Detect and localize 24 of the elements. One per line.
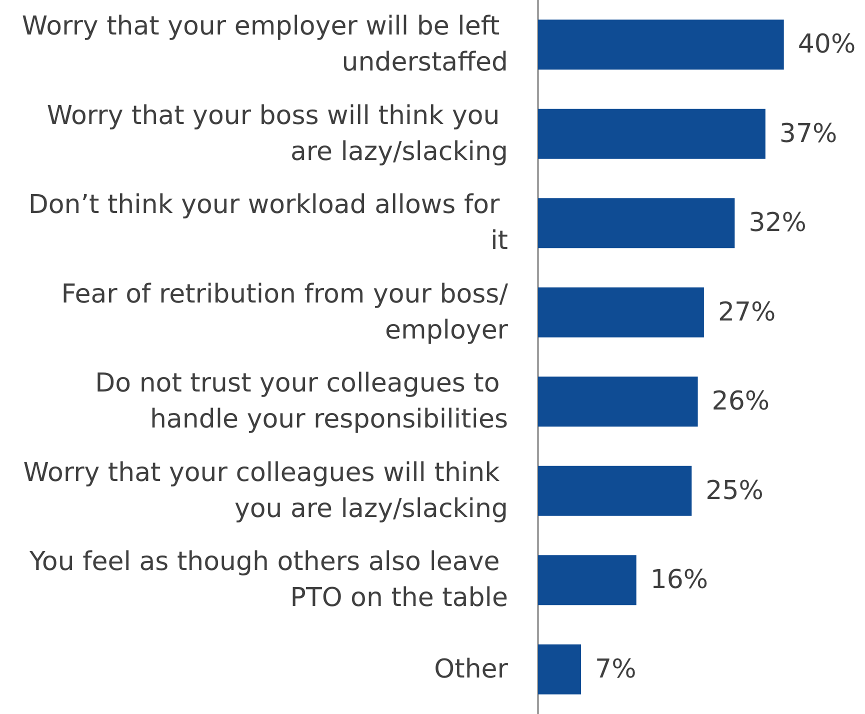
data-label: 27% — [718, 297, 776, 328]
bar — [538, 376, 698, 427]
data-label: 40% — [798, 30, 856, 60]
data-label: 25% — [706, 476, 764, 506]
y-tick-label: Other — [434, 654, 508, 684]
data-label: 32% — [748, 208, 806, 238]
data-label: 16% — [650, 565, 708, 596]
y-tick-label: Don’t think your workload allows for it — [28, 190, 508, 256]
bar — [538, 287, 704, 338]
bar — [538, 466, 692, 516]
y-tick-label: You feel as though others also leave PTO on the table — [28, 547, 508, 614]
y-tick-label: Worry that your colleagues will think you are lazy/slacking — [23, 458, 508, 524]
data-label: 7% — [595, 654, 636, 684]
y-tick-label: Fear of retribution from your boss/employer — [61, 279, 508, 346]
data-label: 37% — [779, 118, 838, 149]
bar — [538, 198, 735, 248]
bar — [538, 555, 636, 606]
y-tick-label: Worry that your boss will think you are lazy/slacking — [46, 100, 508, 167]
bar — [538, 108, 766, 159]
data-label: 26% — [712, 386, 770, 417]
y-tick-label: Worry that your employer will be left understaffed — [22, 12, 508, 78]
bar — [538, 644, 582, 694]
bar — [538, 20, 784, 70]
y-tick-label: Do not trust your colleagues to handle your responsibilities — [95, 368, 508, 435]
